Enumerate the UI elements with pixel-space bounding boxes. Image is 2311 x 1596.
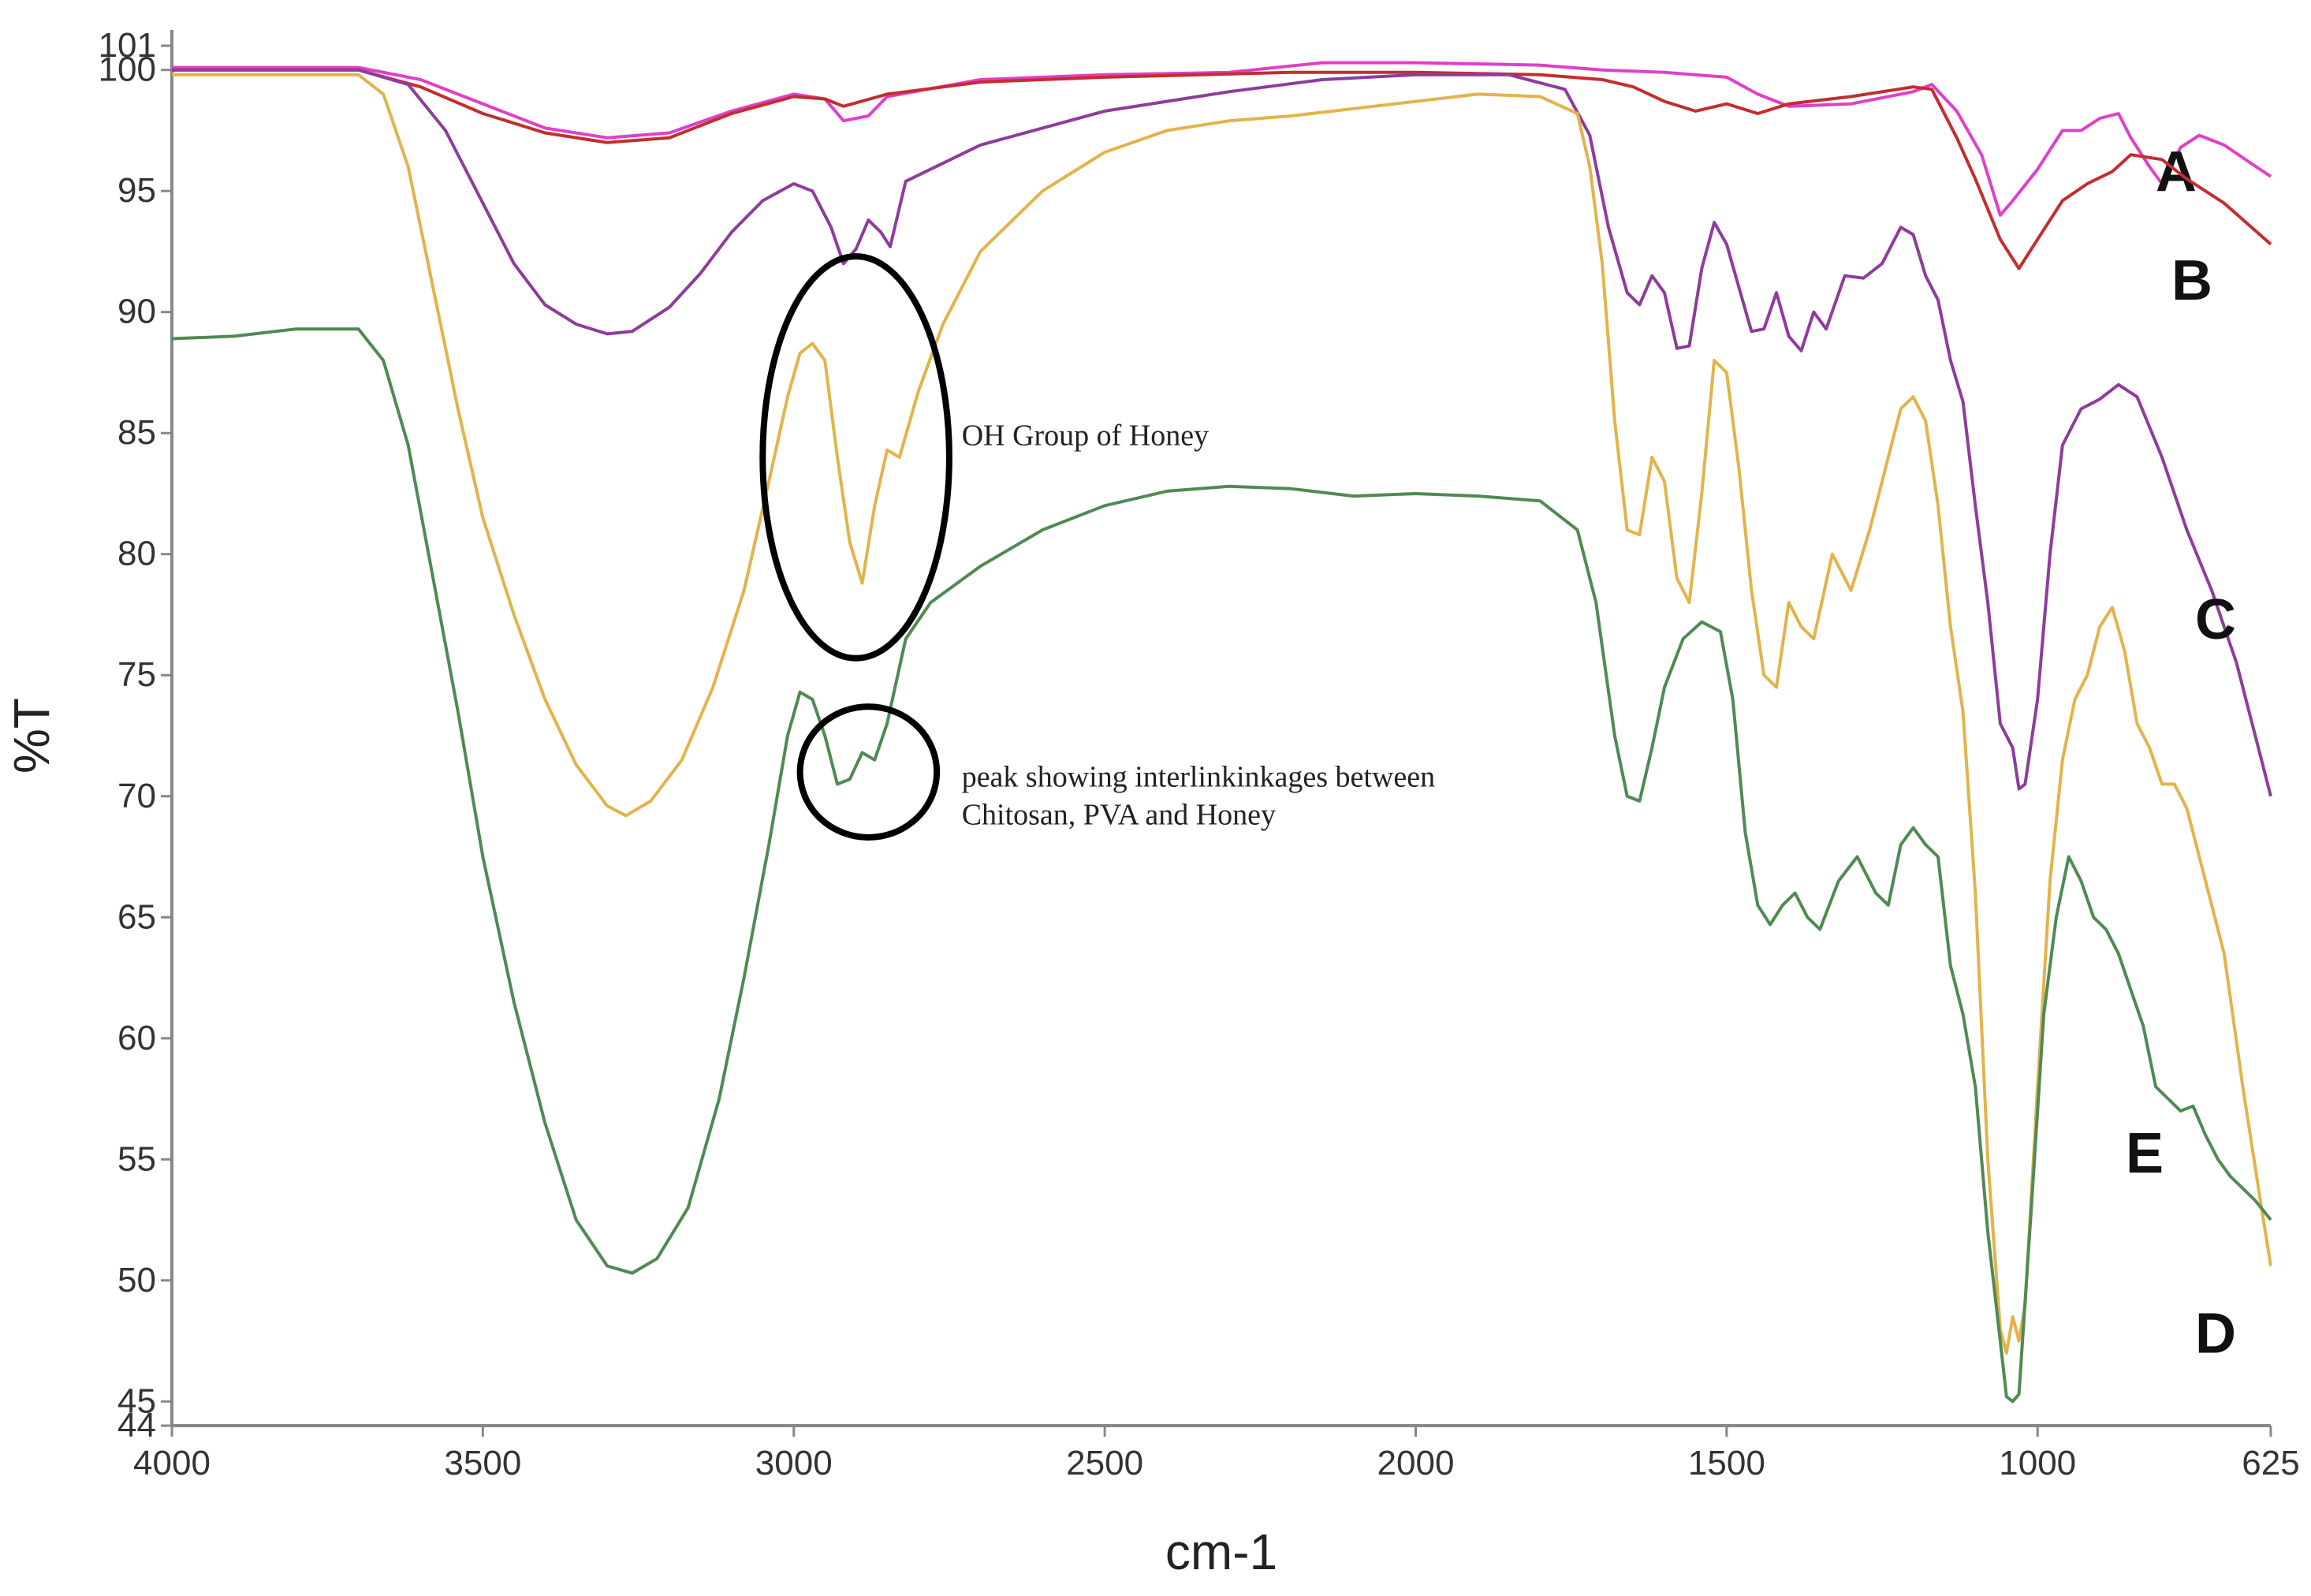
oh-group-label: OH Group of Honey xyxy=(962,420,1209,453)
x-axis-title: cm-1 xyxy=(1165,1523,1277,1580)
oh-group-ellipse xyxy=(759,253,952,662)
y-tick-label: 50 xyxy=(117,1261,156,1300)
y-tick-label: 44 xyxy=(117,1406,156,1445)
interlinkage-peak-ellipse xyxy=(796,703,941,841)
y-tick-label: 95 xyxy=(117,171,156,210)
y-tick-label: 60 xyxy=(117,1019,156,1057)
y-tick-label: 80 xyxy=(117,535,156,573)
y-tick-label: 70 xyxy=(117,777,156,815)
interlinkage-peak-label: Chitosan, PVA and Honey xyxy=(962,798,1276,831)
series-label-c: C xyxy=(2195,588,2236,651)
series-line-c xyxy=(172,68,2272,797)
y-axis-title: %T xyxy=(3,698,60,774)
interlinkage-peak-label: peak showing interlinkinkages between xyxy=(962,760,1435,793)
y-tick-label: 90 xyxy=(117,293,156,331)
series-line-e xyxy=(171,327,2272,1404)
x-tick-label: 3500 xyxy=(444,1444,521,1482)
series-line-d xyxy=(172,73,2272,1355)
series-label-e: E xyxy=(2126,1122,2164,1185)
series-line-b xyxy=(172,68,2272,270)
y-tick-label: 100 xyxy=(99,50,156,89)
x-tick-label: 2500 xyxy=(1066,1444,1143,1482)
series-label-b: B xyxy=(2171,249,2212,312)
y-tick-label: 55 xyxy=(117,1139,156,1178)
annotations: OH Group of Honey peak showing interlinki… xyxy=(759,253,1435,841)
x-tick-label: 4000 xyxy=(133,1444,211,1482)
y-tick-label: 75 xyxy=(117,655,156,694)
x-tick-label: 1000 xyxy=(1999,1444,2076,1482)
y-tick-label: 101 xyxy=(99,26,156,65)
x-tick-label: 3000 xyxy=(755,1444,833,1482)
x-tick-label: 2000 xyxy=(1377,1444,1455,1482)
x-tick-label: 1500 xyxy=(1688,1444,1765,1482)
series-label-d: D xyxy=(2195,1302,2236,1365)
y-tick-label: 85 xyxy=(117,413,156,452)
x-tick-label: 625 xyxy=(2242,1444,2299,1482)
y-tick-label: 65 xyxy=(117,897,156,936)
y-tick-label: 45 xyxy=(117,1382,156,1420)
series-line-a xyxy=(172,61,2272,217)
